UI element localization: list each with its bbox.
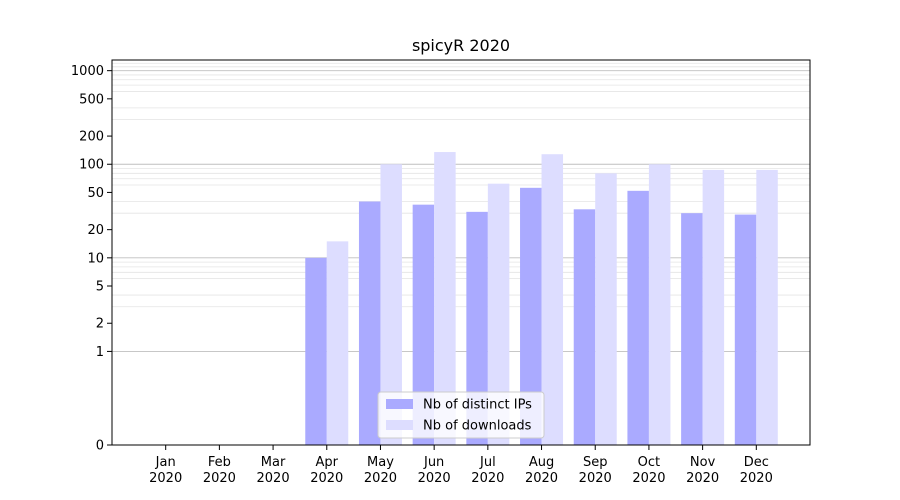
bar-downloads-may (380, 164, 402, 445)
x-tick-label-month: Mar (261, 455, 286, 470)
y-tick-label: 0 (96, 439, 104, 454)
x-tick-label-month: Nov (690, 455, 716, 470)
x-tick-label-month: Oct (638, 455, 660, 470)
y-tick-label: 50 (87, 186, 104, 201)
x-tick-label-month: Jun (423, 455, 444, 470)
legend: Nb of distinct IPs Nb of downloads (377, 391, 545, 439)
legend-label: Nb of downloads (423, 419, 532, 434)
x-tick-label-year: 2020 (686, 471, 719, 486)
legend-box (377, 391, 545, 439)
legend-swatch (386, 420, 413, 430)
y-tick-label: 1 (96, 345, 104, 360)
x-tick-label-year: 2020 (740, 471, 773, 486)
y-tick-label: 20 (87, 223, 104, 238)
bar-downloads-nov (702, 169, 725, 445)
y-tick-label: 200 (79, 130, 104, 145)
x-axis: Jan2020Feb2020Mar2020Apr2020May2020Jun20… (149, 445, 773, 486)
y-tick-label: 100 (79, 158, 104, 173)
bar-downloads-aug (541, 154, 564, 446)
bar-downloads-apr (326, 241, 349, 445)
x-tick-label-year: 2020 (632, 471, 665, 486)
bar-downloads-jun (434, 152, 456, 445)
bars (305, 152, 778, 446)
bar-downloads-dec (756, 169, 778, 445)
x-tick-label-month: Apr (316, 455, 339, 470)
y-tick-label: 1000 (71, 64, 104, 79)
x-tick-label-year: 2020 (471, 471, 504, 486)
x-tick-label-year: 2020 (203, 471, 236, 486)
bar-distinct-ips-may (358, 201, 381, 445)
bar-distinct-ips-apr (305, 257, 327, 445)
y-tick-label: 5 (96, 280, 104, 295)
x-tick-label-year: 2020 (525, 471, 558, 486)
x-tick-label-month: Aug (529, 455, 554, 470)
bar-distinct-ips-jun (412, 204, 435, 445)
bar-distinct-ips-dec (734, 214, 757, 445)
y-tick-label: 500 (79, 92, 104, 107)
x-tick-label-month: Jul (479, 455, 496, 470)
x-tick-label-year: 2020 (257, 471, 290, 486)
x-tick-label-year: 2020 (310, 471, 343, 486)
legend-label: Nb of distinct IPs (423, 398, 532, 413)
x-tick-label-year: 2020 (149, 471, 182, 486)
bar-distinct-ips-nov (681, 213, 703, 445)
y-tick-label: 10 (87, 251, 104, 266)
x-tick-label-year: 2020 (364, 471, 397, 486)
x-tick-label-month: Feb (208, 455, 231, 470)
bar-downloads-jul (487, 183, 510, 445)
x-tick-label-month: May (367, 455, 394, 470)
chart-title: spicyR 2020 (412, 36, 510, 55)
plot-frame (111, 59, 811, 446)
x-tick-label-month: Jan (155, 455, 176, 470)
legend-swatch (386, 399, 413, 409)
x-tick-label-year: 2020 (579, 471, 612, 486)
x-tick-label-month: Sep (583, 455, 608, 470)
x-tick-label-year: 2020 (418, 471, 451, 486)
bar-downloads-sep (595, 173, 617, 445)
bar-distinct-ips-aug (520, 187, 542, 445)
bar-downloads-oct (648, 164, 671, 445)
y-tick-label: 2 (96, 317, 104, 332)
bar-distinct-ips-jul (466, 211, 488, 445)
bar-distinct-ips-sep (573, 209, 596, 445)
y-axis: 0 1 2 5 10 20 50 100 200 500 1000 (71, 64, 112, 454)
bar-distinct-ips-oct (627, 190, 649, 445)
x-tick-label-month: Dec (744, 455, 769, 470)
